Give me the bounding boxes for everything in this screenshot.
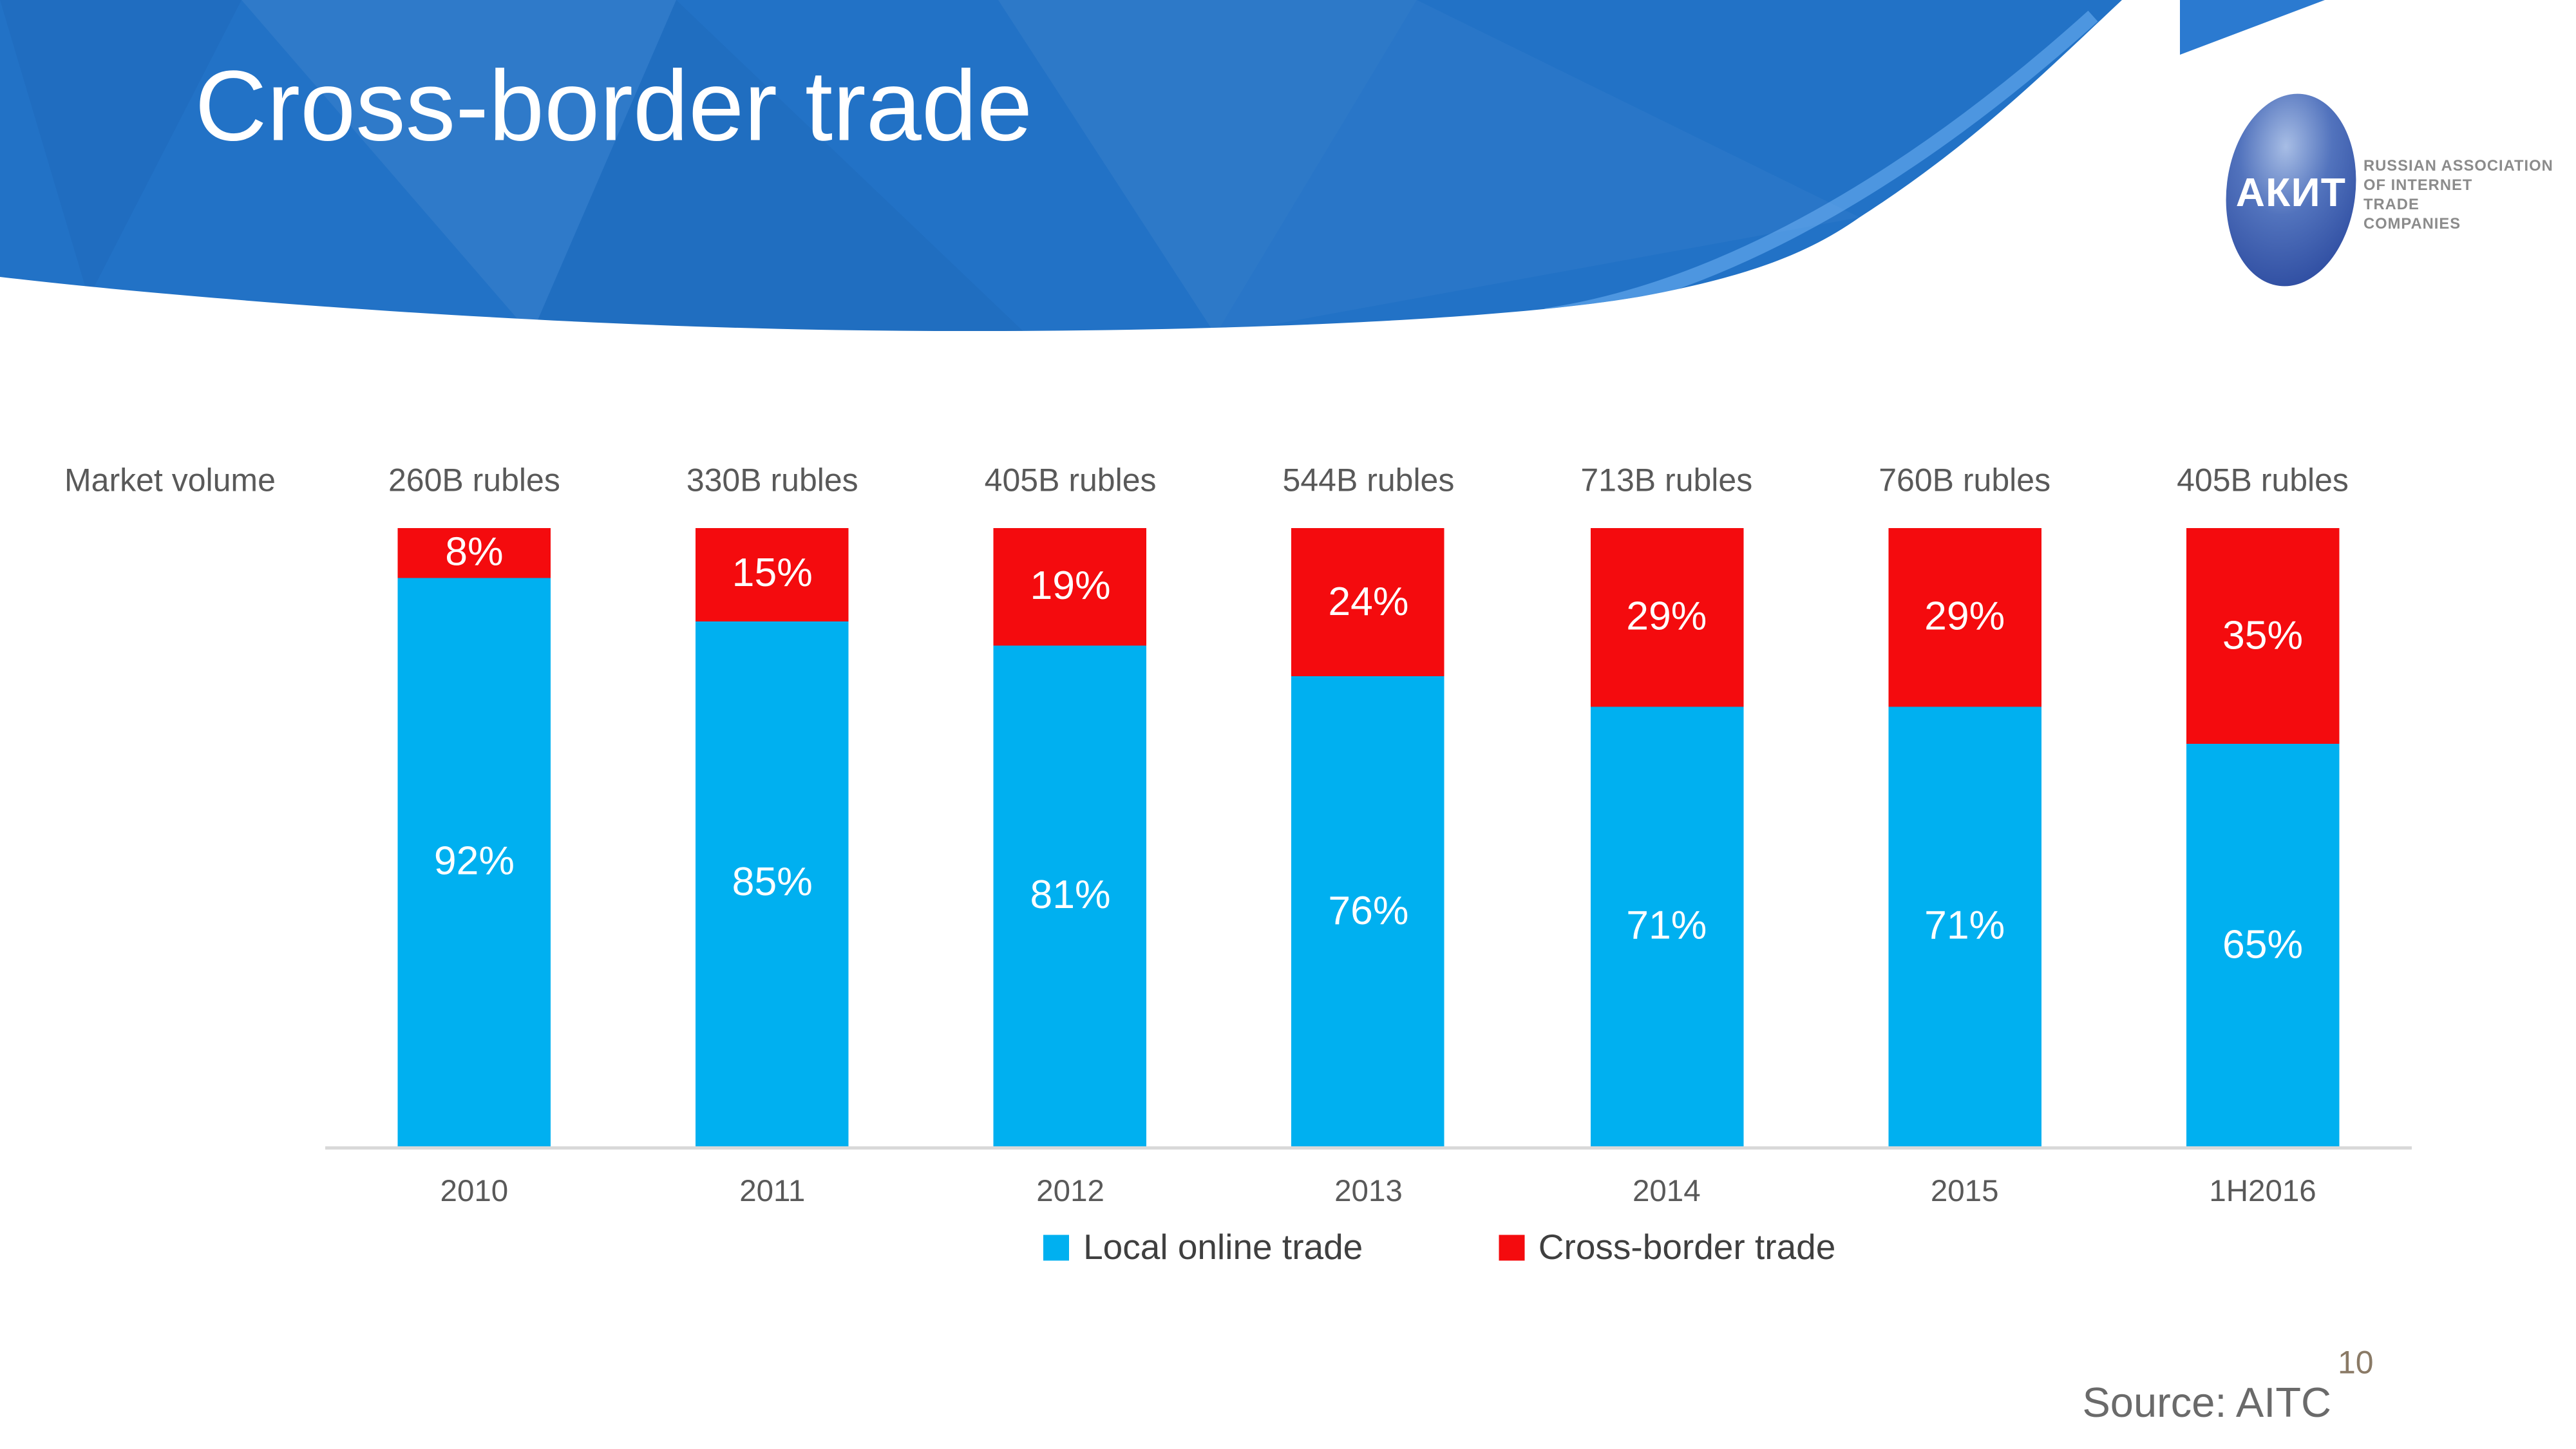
market-volume-value: 713B rubles bbox=[1580, 462, 1753, 498]
stacked-bar-2010: 8% 92% bbox=[397, 528, 551, 1146]
stacked-bar-2011: 15% 85% bbox=[696, 528, 849, 1146]
akit-logo-acronym: АКИТ bbox=[2236, 170, 2346, 215]
x-axis-labels: 2010 2011 2012 2013 2014 2015 1H2016 bbox=[325, 1171, 2412, 1216]
x-axis-label-2011: 2011 bbox=[739, 1175, 806, 1209]
segment-cross-border: 29% bbox=[1590, 528, 1743, 708]
segment-value-label: 65% bbox=[2222, 922, 2304, 967]
segment-value-label: 81% bbox=[1030, 872, 1111, 918]
segment-value-label: 92% bbox=[433, 838, 515, 884]
x-axis-label-2013: 2013 bbox=[1334, 1175, 1403, 1209]
x-axis-label-2012: 2012 bbox=[1036, 1175, 1104, 1209]
header-banner bbox=[0, 0, 2325, 332]
segment-value-label: 71% bbox=[1924, 903, 2005, 949]
x-axis-label-2010: 2010 bbox=[440, 1175, 509, 1209]
x-axis-label-2014: 2014 bbox=[1632, 1175, 1701, 1209]
market-volume-value: 260B rubles bbox=[388, 462, 560, 498]
x-axis-label-2015: 2015 bbox=[1930, 1175, 1999, 1209]
segment-value-label: 15% bbox=[732, 551, 813, 596]
segment-value-label: 29% bbox=[1924, 594, 2005, 639]
stacked-bar-1H2016: 35% 65% bbox=[2186, 528, 2340, 1146]
legend-item: Local online trade bbox=[1043, 1227, 1363, 1269]
legend-item: Cross-border trade bbox=[1498, 1227, 1835, 1269]
market-volume-label: Market volume bbox=[64, 464, 276, 499]
segment-value-label: 85% bbox=[732, 860, 813, 905]
segment-cross-border: 24% bbox=[1292, 528, 1445, 677]
akit-logo: АКИТ RUSSIAN ASSOCIATION OF INTERNET TRA… bbox=[2219, 61, 2576, 311]
segment-local-online: 71% bbox=[1888, 707, 2041, 1146]
segment-local-online: 65% bbox=[2186, 744, 2340, 1146]
bar-slot: 29% 71% bbox=[1815, 528, 2114, 1146]
segment-cross-border: 29% bbox=[1888, 528, 2041, 708]
segment-value-label: 76% bbox=[1328, 887, 1409, 933]
legend-label: Cross-border trade bbox=[1538, 1227, 1836, 1267]
bar-slot: 24% 76% bbox=[1220, 528, 1518, 1146]
legend-swatch-icon bbox=[1498, 1235, 1524, 1261]
market-volume-value: 760B rubles bbox=[1879, 462, 2051, 498]
market-volume-value: 405B rubles bbox=[2177, 462, 2349, 498]
stacked-bar-2014: 29% 71% bbox=[1590, 528, 1743, 1146]
segment-cross-border: 15% bbox=[696, 528, 849, 621]
segment-value-label: 29% bbox=[1626, 594, 1707, 639]
header-wave-shape bbox=[0, 0, 2122, 332]
stacked-bar-2015: 29% 71% bbox=[1888, 528, 2041, 1146]
market-volume-value: 330B rubles bbox=[686, 462, 858, 498]
bar-slot: 15% 85% bbox=[623, 528, 922, 1146]
svg-text:RUSSIAN ASSOCIATION: RUSSIAN ASSOCIATION bbox=[2363, 157, 2553, 175]
segment-value-label: 8% bbox=[445, 529, 504, 575]
segment-value-label: 19% bbox=[1030, 563, 1111, 609]
bar-slot: 35% 65% bbox=[2114, 528, 2412, 1146]
segment-value-label: 24% bbox=[1328, 578, 1409, 624]
bar-slot: 19% 81% bbox=[922, 528, 1220, 1146]
slide-title: Cross-border trade bbox=[194, 52, 1033, 163]
x-axis-line bbox=[325, 1146, 2412, 1150]
chart-legend: Local online trade Cross-border trade bbox=[396, 1224, 2483, 1272]
segment-value-label: 35% bbox=[2222, 612, 2304, 658]
legend-swatch-icon bbox=[1043, 1235, 1069, 1261]
segment-local-online: 81% bbox=[994, 645, 1147, 1146]
segment-local-online: 85% bbox=[696, 620, 849, 1146]
stacked-bar-chart: 8% 92% 15% 85% 19% 81% 24% 76% 29% 71% 29% 71% 35% 65… bbox=[325, 528, 2412, 1146]
segment-value-label: 71% bbox=[1626, 903, 1707, 949]
market-volume-row: 260B rubles 330B rubles 405B rubles 544B ru… bbox=[325, 457, 2412, 506]
segment-cross-border: 35% bbox=[2186, 528, 2340, 744]
header-sliver-shape bbox=[2180, 0, 2325, 55]
source-note: Source: AITC bbox=[2082, 1378, 2331, 1426]
market-volume-value: 544B rubles bbox=[1282, 462, 1455, 498]
svg-text:COMPANIES: COMPANIES bbox=[2363, 215, 2461, 232]
header-facets bbox=[0, 0, 2098, 332]
bar-slot: 8% 92% bbox=[325, 528, 623, 1146]
segment-local-online: 92% bbox=[397, 577, 551, 1146]
segment-cross-border: 19% bbox=[994, 528, 1147, 646]
svg-text:TRADE: TRADE bbox=[2363, 196, 2420, 213]
akit-logo-caption: RUSSIAN ASSOCIATION OF INTERNET TRADE CO… bbox=[2363, 157, 2553, 232]
stacked-bar-2013: 24% 76% bbox=[1292, 528, 1445, 1146]
segment-local-online: 76% bbox=[1292, 676, 1445, 1146]
bar-slot: 29% 71% bbox=[1517, 528, 1815, 1146]
segment-cross-border: 8% bbox=[397, 528, 551, 578]
stacked-bar-2012: 19% 81% bbox=[994, 528, 1147, 1146]
legend-label: Local online trade bbox=[1083, 1227, 1363, 1267]
page-number: 10 bbox=[2338, 1346, 2374, 1381]
akit-logo-icon: АКИТ RUSSIAN ASSOCIATION OF INTERNET TRA… bbox=[2226, 93, 2553, 287]
segment-local-online: 71% bbox=[1590, 707, 1743, 1146]
svg-text:OF INTERNET: OF INTERNET bbox=[2363, 176, 2472, 194]
market-volume-value: 405B rubles bbox=[984, 462, 1157, 498]
x-axis-label-1H2016: 1H2016 bbox=[2209, 1175, 2316, 1209]
